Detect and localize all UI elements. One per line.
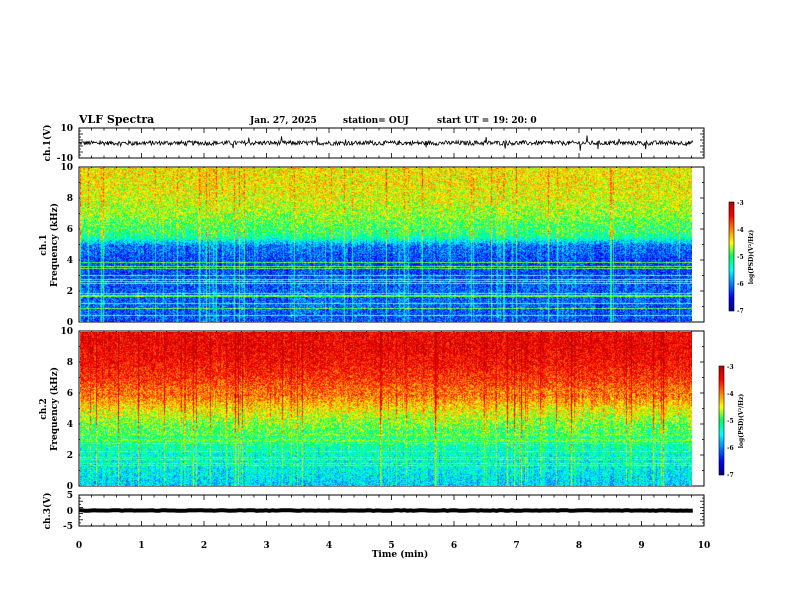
ch3-ytick-bottom: -5 — [63, 522, 73, 532]
ch3-ytick-mid: 0 — [67, 507, 73, 517]
x-tick-label: 6 — [451, 541, 457, 551]
x-tick-label: 5 — [388, 541, 394, 551]
ch2-ytick-8: 8 — [67, 358, 73, 368]
ch1-ytick-0: 0 — [67, 318, 73, 328]
ch1-spectrogram-image — [80, 168, 692, 322]
ch1-cb-tick-5: -5 — [737, 254, 744, 261]
x-tick-label: 1 — [138, 541, 144, 551]
ch3-ytick-top: 5 — [67, 491, 73, 501]
ch2-spectrogram-image — [80, 332, 692, 486]
ch2-spectrogram-ylabel-frequency: Frequency (kHz) — [49, 367, 60, 451]
ch3-waveform-line — [78, 508, 693, 513]
x-tick-label: 8 — [576, 541, 582, 551]
ch1-ytick-10: 10 — [60, 163, 73, 173]
ch2-ytick-4: 4 — [67, 420, 73, 430]
ch2-colorbar-frame — [718, 365, 725, 476]
ch1-colorbar — [729, 202, 734, 311]
ch2-cb-tick-7: -7 — [727, 472, 734, 479]
start-time-label: start UT = 19: 20: 0 — [437, 116, 537, 126]
ch2-colorbar — [719, 366, 724, 475]
ch1-waveform-line — [78, 135, 694, 151]
ch2-cb-tick-5: -5 — [727, 418, 734, 425]
ch2-ytick-2: 2 — [67, 451, 73, 461]
ch2-cb-tick-4: -4 — [727, 391, 734, 398]
ch2-spectrogram-ylabel-channel: ch.2 — [39, 398, 49, 419]
ch1-ytick-4: 4 — [67, 256, 73, 266]
x-tick-label: 4 — [326, 541, 332, 551]
ch2-ytick-6: 6 — [67, 389, 73, 399]
ch3-waveform-ylabel: ch.3(V) — [42, 493, 53, 530]
ch1-ytick-2: 2 — [67, 287, 73, 297]
x-tick-label: 0 — [76, 541, 82, 551]
ch2-cb-tick-6: -6 — [727, 445, 734, 452]
station-label: station= OUJ — [343, 116, 409, 126]
ch1-spectrogram-ylabel-frequency: Frequency (kHz) — [49, 203, 60, 287]
x-axis-label: Time (min) — [372, 549, 429, 560]
figure-title: VLF Spectra — [78, 113, 154, 126]
ch1-ytick-6: 6 — [67, 225, 73, 235]
ch1-cb-tick-3: -3 — [737, 200, 744, 207]
x-tick-label: 2 — [201, 541, 207, 551]
ch1-colorbar-label: log(PSD)(V²/Hz) — [748, 230, 755, 285]
ch1-cb-tick-4: -4 — [737, 227, 744, 234]
ch1-ytick-bottom: -10 — [57, 154, 73, 164]
x-axis: 0 1 2 3 4 5 6 7 8 9 10 — [76, 541, 710, 551]
x-tick-label: 9 — [638, 541, 644, 551]
ch1-cb-tick-7: -7 — [737, 308, 744, 315]
ch2-ytick-0: 0 — [67, 482, 73, 492]
x-tick-label: 3 — [263, 541, 269, 551]
ch1-spectrogram-ylabel-channel: ch.1 — [39, 234, 49, 255]
x-tick-label: 7 — [513, 541, 519, 551]
ch1-ytick-8: 8 — [67, 194, 73, 204]
ch1-waveform-ylabel: ch.1(V) — [42, 125, 53, 162]
ch1-cb-tick-6: -6 — [737, 281, 744, 288]
date-label: Jan. 27, 2025 — [249, 116, 317, 126]
ch1-colorbar-frame — [728, 201, 735, 312]
ch1-ytick-top: 10 — [60, 124, 73, 134]
ch2-cb-tick-3: -3 — [727, 364, 734, 371]
x-tick-label: 10 — [698, 541, 711, 551]
ch2-colorbar-label: log(PSD)(V²/Hz) — [738, 394, 745, 449]
ch2-ytick-10: 10 — [60, 327, 73, 337]
